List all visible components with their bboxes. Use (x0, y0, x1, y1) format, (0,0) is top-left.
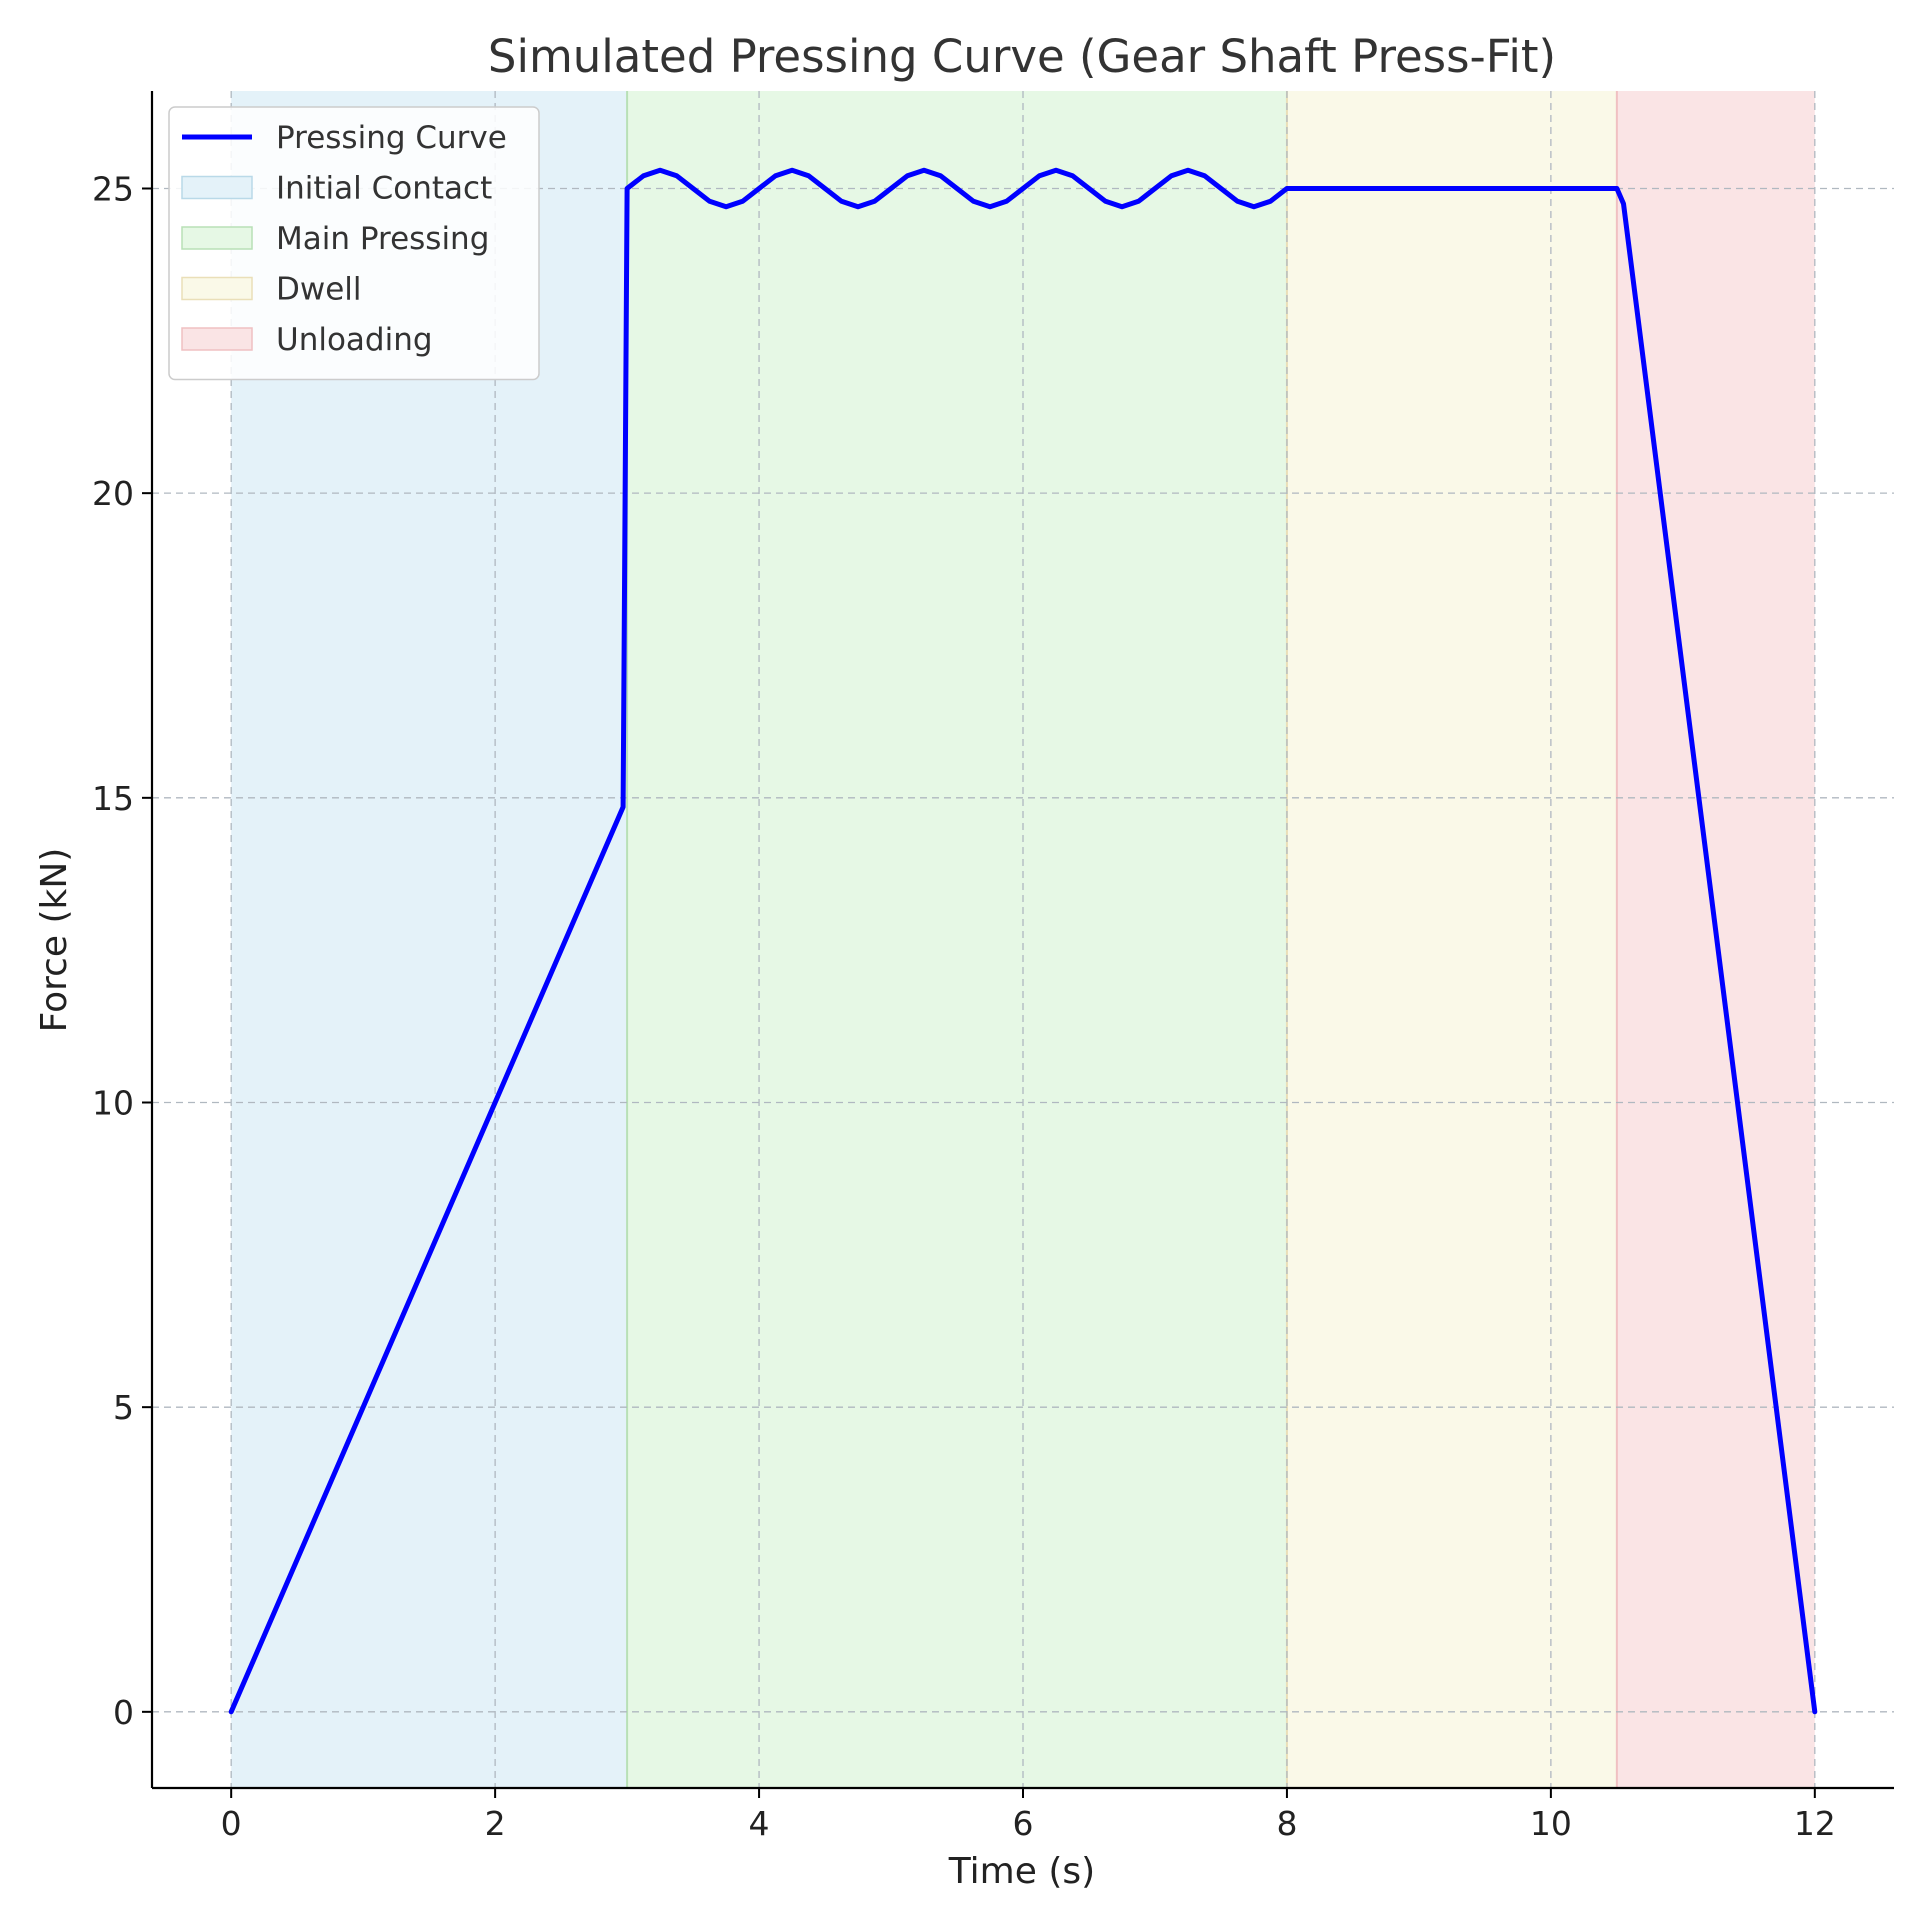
legend-label-phase-0: Initial Contact (276, 171, 492, 207)
legend-swatch-phase-2 (181, 276, 253, 301)
legend-label-series-0: Pressing Curve (276, 120, 507, 156)
y-axis-label: Force (kN) (34, 848, 75, 1033)
x-tick-label-1: 2 (485, 1804, 506, 1843)
x-axis-label: Time (s) (948, 1851, 1095, 1892)
chart-title: Simulated Pressing Curve (Gear Shaft Pre… (488, 30, 1556, 83)
x-tick-label-6: 12 (1794, 1804, 1836, 1843)
legend-label-phase-2: Dwell (276, 272, 362, 308)
legend-label-phase-1: Main Pressing (276, 221, 489, 257)
phase-band-1 (627, 91, 1287, 1788)
legend-swatch-phase-3 (181, 327, 253, 351)
legend-swatch-phase-1 (181, 226, 253, 250)
y-tick-label-1: 5 (113, 1388, 134, 1427)
series-layer (228, 167, 1818, 1715)
x-tick-label-3: 6 (1013, 1804, 1034, 1843)
x-tick-label-5: 10 (1530, 1804, 1572, 1843)
y-tick-label-2: 10 (92, 1083, 134, 1122)
legend-label-phase-3: Unloading (276, 322, 433, 358)
y-tick-label-4: 20 (92, 474, 134, 513)
x-tick-label-2: 4 (749, 1804, 770, 1843)
phase-band-2 (1286, 91, 1617, 1788)
y-ticks: 0 5 10 15 20 25 (92, 169, 152, 1732)
y-tick-label-0: 0 (113, 1693, 134, 1732)
series-line-0 (228, 167, 1818, 1715)
legend: Pressing Curve Initial Contact Main Pressi… (168, 106, 540, 381)
x-tick-label-4: 8 (1276, 1804, 1297, 1843)
y-tick-label-3: 15 (92, 779, 134, 818)
legend-box (168, 106, 540, 381)
x-tick-label-0: 0 (221, 1804, 242, 1843)
legend-swatch-phase-0 (181, 175, 253, 200)
y-tick-label-5: 25 (92, 169, 134, 208)
x-ticks: 0 2 4 6 8 10 12 (221, 1788, 1836, 1843)
